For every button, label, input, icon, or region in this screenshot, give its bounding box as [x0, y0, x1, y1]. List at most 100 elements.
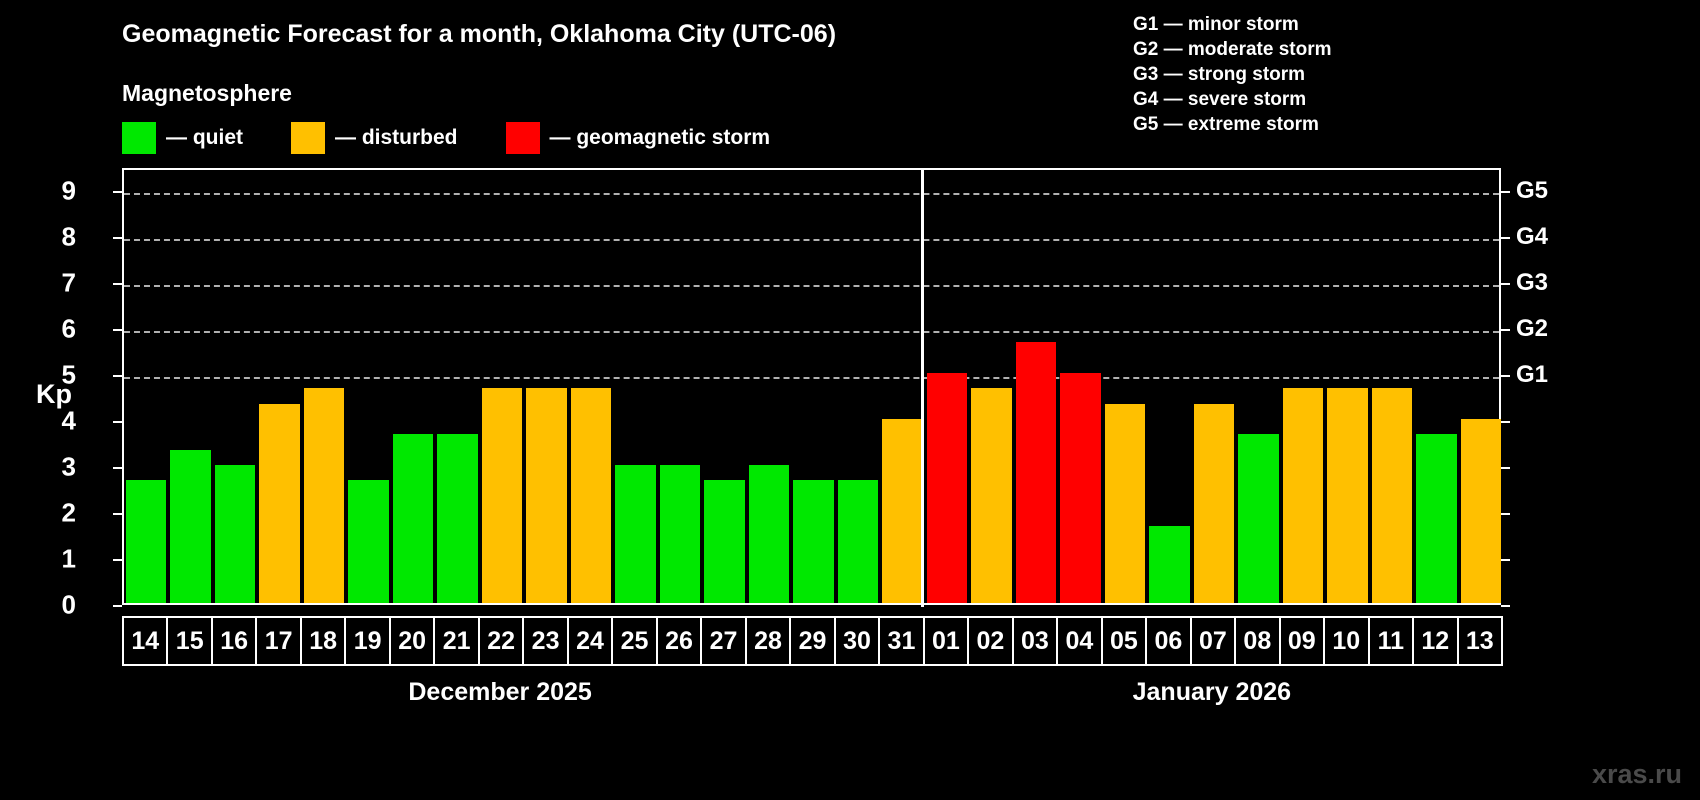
bar-04[interactable]: [1060, 373, 1101, 603]
bar-05[interactable]: [1104, 403, 1146, 603]
y-axis-tick-1: [113, 559, 122, 561]
date-cell-08[interactable]: 08: [1234, 616, 1281, 666]
date-cell-18[interactable]: 18: [299, 616, 347, 666]
date-cell-11[interactable]: 11: [1367, 616, 1415, 666]
date-cell-01[interactable]: 01: [922, 616, 970, 666]
bar-10[interactable]: [1327, 388, 1368, 603]
date-cell-21[interactable]: 21: [433, 616, 480, 666]
y-axis-label-7: 7: [61, 267, 76, 298]
g-axis-label-g4: G4: [1516, 223, 1549, 250]
bar-15[interactable]: [170, 449, 211, 603]
bar-11[interactable]: [1371, 388, 1413, 603]
legend-label-disturbed: — disturbed: [335, 126, 458, 149]
date-cell-20[interactable]: 20: [388, 616, 436, 666]
bar-06[interactable]: [1149, 526, 1190, 603]
bar-17[interactable]: [259, 403, 300, 603]
legend-item-geomagnetic-storm: — geomagnetic storm: [505, 122, 770, 154]
date-cell-17[interactable]: 17: [255, 616, 302, 666]
bar-16[interactable]: [214, 465, 256, 603]
date-cell-09[interactable]: 09: [1278, 616, 1326, 666]
y-axis-label-1: 1: [61, 543, 76, 574]
bar-25[interactable]: [615, 465, 656, 603]
legend-swatch-quiet-icon: [122, 122, 156, 154]
bar-31[interactable]: [882, 419, 923, 603]
date-cell-22[interactable]: 22: [477, 616, 525, 666]
date-cell-24[interactable]: 24: [566, 616, 614, 666]
bar-18[interactable]: [303, 388, 345, 603]
y-axis-tick-2: [113, 513, 122, 515]
bar-20[interactable]: [392, 434, 434, 603]
bar-09[interactable]: [1282, 388, 1324, 603]
bar-22[interactable]: [481, 388, 523, 603]
g-axis-tick-kp-0: [1501, 605, 1510, 607]
bar-19[interactable]: [348, 480, 389, 603]
bar-08[interactable]: [1238, 434, 1279, 603]
legend-swatch-disturbed-icon: [291, 122, 325, 154]
legend-item-quiet: — quiet: [122, 122, 243, 154]
date-cell-03[interactable]: 03: [1011, 616, 1059, 666]
date-cell-12[interactable]: 12: [1412, 616, 1459, 666]
month-divider: [921, 168, 925, 607]
g-axis-tick-kp-7: [1501, 283, 1510, 285]
bar-26[interactable]: [659, 465, 701, 603]
bar-02[interactable]: [971, 388, 1012, 603]
g-axis-tick-kp-5: [1501, 375, 1510, 377]
date-cell-26[interactable]: 26: [655, 616, 703, 666]
g-scale-legend-g4: G4 — severe storm: [1133, 89, 1307, 110]
g-axis-tick-kp-1: [1501, 559, 1510, 561]
magnetosphere-legend: — quiet — disturbed — geomagnetic storm: [122, 122, 770, 154]
gridline-kp-9: [124, 193, 1499, 195]
bar-13[interactable]: [1460, 419, 1501, 603]
bar-12[interactable]: [1416, 434, 1457, 603]
y-axis-tick-7: [113, 283, 122, 285]
bar-14[interactable]: [126, 480, 167, 603]
y-axis-label-5: 5: [61, 359, 76, 390]
g-scale-legend-g5: G5 — extreme storm: [1133, 114, 1319, 135]
date-cell-28[interactable]: 28: [744, 616, 792, 666]
date-cell-30[interactable]: 30: [833, 616, 881, 666]
g-axis-tick-kp-8: [1501, 237, 1510, 239]
bar-24[interactable]: [570, 388, 612, 603]
g-scale-legend-g3: G3 — strong storm: [1133, 64, 1306, 85]
date-cell-13[interactable]: 13: [1456, 616, 1503, 666]
month-label-january-2026: January 2026: [1132, 678, 1292, 706]
date-cell-15[interactable]: 15: [166, 616, 213, 666]
plot-inner: [124, 170, 1501, 603]
date-cell-25[interactable]: 25: [611, 616, 658, 666]
bar-28[interactable]: [748, 465, 790, 603]
bar-21[interactable]: [437, 434, 478, 603]
date-cell-16[interactable]: 16: [210, 616, 258, 666]
date-cell-10[interactable]: 10: [1323, 616, 1370, 666]
date-cell-14[interactable]: 14: [122, 616, 169, 666]
date-cell-02[interactable]: 02: [967, 616, 1014, 666]
y-axis-label-4: 4: [61, 405, 76, 436]
date-cell-19[interactable]: 19: [344, 616, 391, 666]
y-axis-tick-6: [113, 329, 122, 331]
date-cell-06[interactable]: 06: [1145, 616, 1192, 666]
legend-label-quiet: — quiet: [166, 126, 243, 149]
date-cell-29[interactable]: 29: [789, 616, 836, 666]
g-axis-tick-kp-6: [1501, 329, 1510, 331]
date-cell-04[interactable]: 04: [1056, 616, 1103, 666]
magnetosphere-section-label: Magnetosphere: [122, 80, 292, 106]
y-axis-label-8: 8: [61, 221, 76, 252]
bar-29[interactable]: [793, 480, 834, 603]
bar-01[interactable]: [926, 373, 968, 603]
date-cell-05[interactable]: 05: [1100, 616, 1148, 666]
g-axis-tick-kp-4: [1501, 421, 1510, 423]
y-axis-tick-0: [113, 605, 122, 607]
bar-27[interactable]: [704, 480, 745, 603]
bar-07[interactable]: [1193, 403, 1235, 603]
bar-30[interactable]: [837, 480, 879, 603]
g-scale-legend-g2: G2 — moderate storm: [1133, 39, 1332, 60]
y-axis-label-6: 6: [61, 313, 76, 344]
date-cell-31[interactable]: 31: [878, 616, 925, 666]
date-cell-07[interactable]: 07: [1189, 616, 1237, 666]
legend-swatch-storm-icon: [505, 122, 540, 154]
bar-03[interactable]: [1015, 342, 1057, 603]
page-title: Geomagnetic Forecast for a month, Oklaho…: [122, 20, 837, 48]
bar-23[interactable]: [526, 388, 567, 603]
date-cell-23[interactable]: 23: [522, 616, 569, 666]
y-axis-tick-5: [113, 375, 122, 377]
date-cell-27[interactable]: 27: [700, 616, 747, 666]
